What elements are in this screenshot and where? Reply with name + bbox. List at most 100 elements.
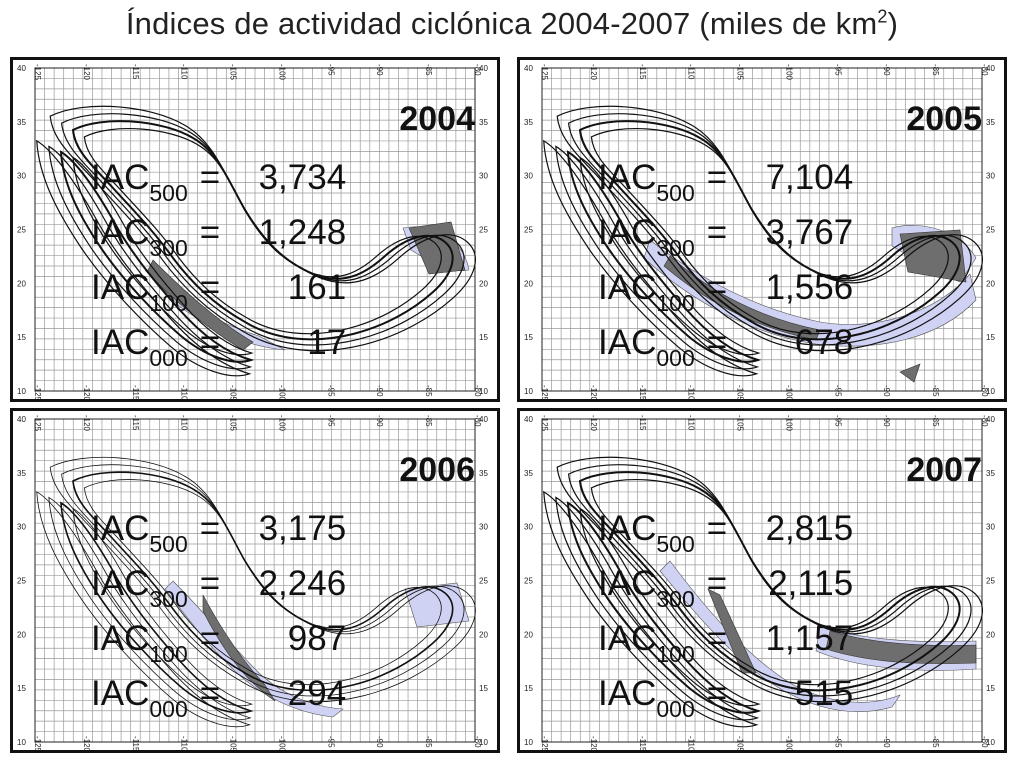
cyclone-activity-areas — [659, 560, 977, 712]
contour-mainland — [83, 479, 442, 686]
lon-tick-top: -115 — [638, 415, 647, 431]
lon-tick-top: -115 — [131, 415, 140, 431]
contour-peninsula — [60, 501, 254, 714]
lat-tick-left: 10 — [17, 738, 26, 747]
lon-tick-top: -125 — [33, 64, 42, 81]
buffer-contours — [36, 105, 476, 377]
index-equals: = — [706, 509, 728, 548]
index-value: 7,104 — [765, 158, 854, 197]
lon-tick-top: -90 — [882, 415, 891, 427]
index-subscript: 500 — [656, 180, 695, 206]
lat-tick-right: 35 — [986, 469, 995, 478]
index-list: IAC500 = 3,734 IAC300 = 1,248 IAC100 = 161 IAC… — [91, 150, 451, 371]
lon-tick-bottom: -115 — [131, 736, 140, 750]
index-row-100: IAC100 = 161 — [91, 260, 451, 316]
lon-tick-top: -90 — [882, 64, 891, 76]
index-row-300: IAC300 = 3,767 — [598, 205, 958, 261]
index-subscript: 500 — [149, 180, 188, 206]
lon-tick-top: -125 — [33, 415, 42, 432]
lon-tick-bottom: -95 — [833, 385, 842, 397]
index-value: 3,175 — [258, 509, 347, 548]
activity-area-light — [404, 582, 470, 628]
map-panel-2004: -125 -125 -120 -120 -115 -115 -110 -110 -105 -105… — [10, 57, 500, 402]
lon-tick-top: -125 — [540, 64, 549, 81]
index-equals: = — [706, 158, 728, 197]
index-value: 3,734 — [258, 158, 347, 197]
lat-tick-right: 25 — [479, 226, 488, 235]
lat-tick-right: 25 — [479, 577, 488, 586]
index-value: 161 — [287, 268, 347, 307]
lat-tick-left: 35 — [524, 469, 533, 478]
contour-mainland — [590, 478, 949, 686]
index-prefix: IAC — [598, 564, 657, 603]
lon-tick-top: -105 — [736, 64, 745, 81]
index-prefix: IAC — [598, 158, 657, 197]
lon-tick-bottom: -105 — [229, 385, 238, 399]
index-value: 1,157 — [765, 619, 854, 658]
index-subscript: 000 — [149, 345, 188, 371]
lat-tick-right: 10 — [986, 387, 995, 396]
lat-tick-right: 20 — [986, 279, 995, 288]
lon-tick-top: -110 — [180, 64, 189, 80]
lat-tick-left: 20 — [17, 279, 26, 288]
index-prefix: IAC — [598, 268, 657, 307]
lon-tick-top: -105 — [229, 415, 238, 432]
lon-tick-top: -110 — [180, 415, 189, 431]
index-equals: = — [706, 674, 728, 713]
index-row-500: IAC500 = 2,815 — [598, 501, 958, 557]
lon-tick-top: -80 — [980, 64, 989, 76]
index-row-100: IAC100 = 1,157 — [598, 611, 958, 667]
index-value: 1,556 — [765, 268, 854, 307]
lon-tick-bottom: -100 — [277, 736, 286, 750]
index-value: 2,815 — [765, 509, 854, 548]
lon-tick-top: -85 — [931, 64, 940, 76]
lat-tick-right: 40 — [986, 64, 995, 73]
contour-peninsula — [566, 150, 762, 363]
year-label: 2006 — [399, 451, 475, 489]
map-canvas: -125 -125 -120 -120 -115 -115 -110 -110 -105 -105… — [524, 64, 995, 399]
grid-frame — [34, 418, 476, 743]
index-row-300: IAC300 = 2,246 — [91, 556, 451, 612]
lon-tick-bottom: -90 — [882, 736, 891, 748]
lon-tick-bottom: -120 — [82, 385, 91, 399]
lat-tick-left: 25 — [524, 226, 533, 235]
lat-tick-left: 40 — [524, 415, 533, 424]
lat-tick-left: 35 — [17, 469, 26, 478]
map-grid — [34, 418, 476, 743]
lon-tick-bottom: -100 — [784, 736, 793, 750]
lat-tick-left: 20 — [524, 630, 533, 639]
activity-area-dark — [899, 229, 967, 283]
activity-area-light — [643, 239, 977, 347]
contour-peninsula — [72, 156, 254, 356]
lon-tick-bottom: -80 — [980, 385, 989, 397]
index-prefix: IAC — [91, 268, 150, 307]
index-subscript: 100 — [149, 290, 188, 316]
index-prefix: IAC — [91, 213, 150, 252]
lat-tick-left: 30 — [17, 172, 26, 181]
axis-labels: -125 -125 -120 -120 -115 -115 -110 -110 -105 -105… — [17, 415, 488, 750]
contour-peninsula — [555, 145, 760, 370]
lon-tick-bottom: -120 — [589, 385, 598, 399]
lon-tick-bottom: -110 — [180, 736, 189, 750]
lon-tick-top: -120 — [589, 64, 598, 81]
lon-tick-bottom: -100 — [277, 385, 286, 399]
lon-tick-bottom: -115 — [638, 736, 647, 750]
lon-tick-top: -90 — [375, 415, 384, 427]
lat-tick-left: 30 — [17, 523, 26, 532]
index-list: IAC500 = 3,175 IAC300 = 2,246 IAC100 = 987 IAC… — [91, 501, 451, 722]
index-row-300: IAC300 = 1,248 — [91, 205, 451, 261]
activity-area-dark — [202, 594, 276, 702]
contour-peninsula — [59, 150, 255, 363]
contour-peninsula — [36, 491, 251, 728]
lat-tick-right: 35 — [479, 469, 488, 478]
index-subscript: 300 — [149, 235, 188, 261]
title-close: ) — [887, 6, 899, 41]
index-list: IAC500 = 2,815 IAC300 = 2,115 IAC100 = 1,157 I… — [598, 501, 958, 722]
lon-tick-bottom: -85 — [931, 736, 940, 748]
contour-peninsula — [543, 490, 759, 728]
lon-tick-bottom: -110 — [180, 385, 189, 399]
lon-tick-bottom: -115 — [638, 385, 647, 399]
lon-tick-bottom: -125 — [540, 736, 549, 750]
lat-tick-right: 10 — [986, 738, 995, 747]
lat-tick-right: 15 — [479, 333, 488, 342]
